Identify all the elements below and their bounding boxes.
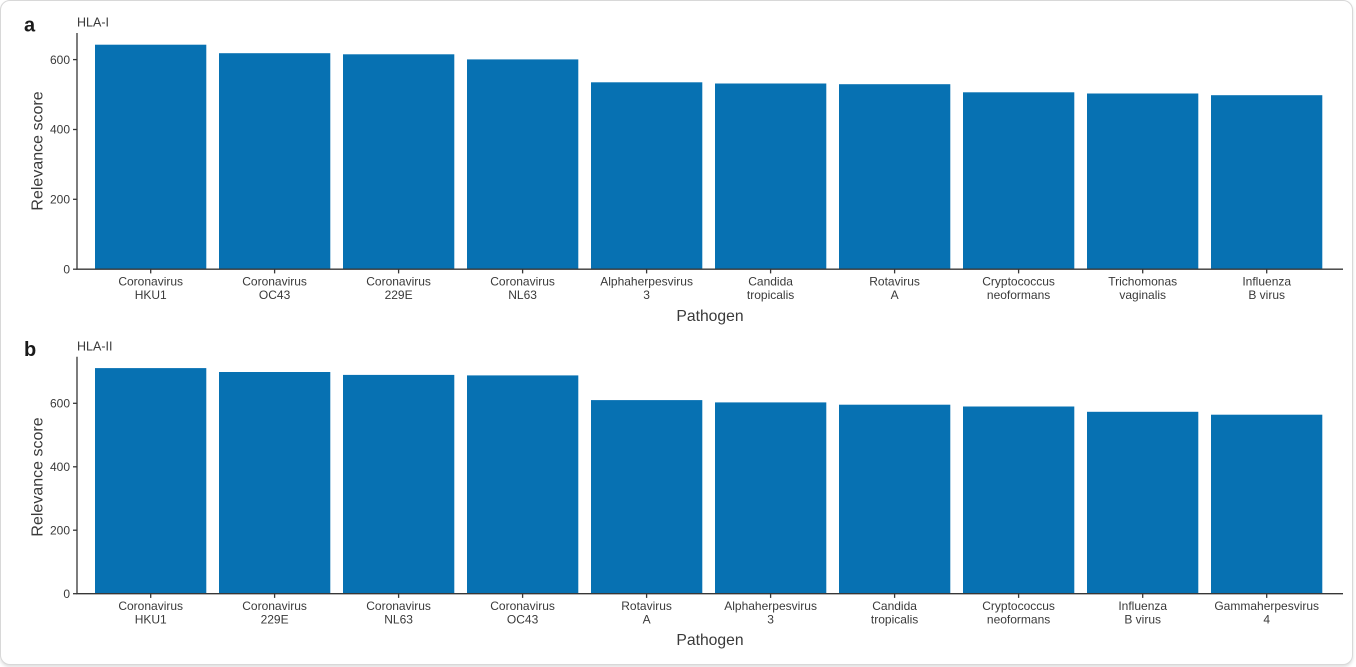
svg-text:200: 200	[50, 193, 70, 207]
svg-text:Cryptococcus: Cryptococcus	[982, 599, 1055, 613]
svg-text:Relevance score: Relevance score	[30, 417, 47, 536]
svg-text:200: 200	[50, 523, 70, 537]
svg-text:Pathogen: Pathogen	[676, 632, 743, 649]
svg-text:Coronavirus: Coronavirus	[118, 599, 183, 613]
svg-text:Candida: Candida	[748, 275, 793, 289]
svg-text:400: 400	[50, 123, 70, 137]
svg-text:HLA-II: HLA-II	[77, 339, 112, 353]
svg-text:A: A	[891, 288, 899, 302]
svg-text:Coronavirus: Coronavirus	[490, 599, 555, 613]
svg-text:OC43: OC43	[259, 288, 291, 302]
svg-text:Rotavirus: Rotavirus	[621, 599, 672, 613]
svg-text:tropicalis: tropicalis	[871, 613, 918, 627]
svg-text:B virus: B virus	[1124, 613, 1161, 627]
svg-text:Relevance score: Relevance score	[30, 91, 47, 210]
svg-text:229E: 229E	[385, 288, 413, 302]
svg-text:Coronavirus: Coronavirus	[242, 599, 307, 613]
svg-text:Trichomonas: Trichomonas	[1108, 275, 1177, 289]
svg-text:3: 3	[643, 288, 650, 302]
svg-text:OC43: OC43	[507, 613, 539, 627]
svg-text:tropicalis: tropicalis	[747, 288, 794, 302]
svg-text:Gammaherpesvirus: Gammaherpesvirus	[1214, 599, 1319, 613]
svg-text:HKU1: HKU1	[135, 288, 167, 302]
svg-text:Influenza: Influenza	[1118, 599, 1167, 613]
svg-text:neoformans: neoformans	[987, 613, 1050, 627]
svg-text:Coronavirus: Coronavirus	[366, 599, 431, 613]
svg-text:Candida: Candida	[872, 599, 917, 613]
svg-text:A: A	[643, 613, 651, 627]
svg-text:Coronavirus: Coronavirus	[490, 275, 555, 289]
svg-text:B virus: B virus	[1248, 288, 1285, 302]
svg-text:HLA-I: HLA-I	[77, 16, 109, 30]
svg-text:a: a	[24, 15, 36, 37]
svg-text:229E: 229E	[261, 613, 289, 627]
svg-text:Influenza: Influenza	[1242, 275, 1291, 289]
svg-text:0: 0	[63, 262, 70, 276]
svg-text:Alphaherpesvirus: Alphaherpesvirus	[600, 275, 693, 289]
svg-text:Cryptococcus: Cryptococcus	[982, 275, 1055, 289]
svg-text:vaginalis: vaginalis	[1119, 288, 1166, 302]
svg-text:Coronavirus: Coronavirus	[242, 275, 307, 289]
svg-text:Coronavirus: Coronavirus	[366, 275, 431, 289]
svg-text:Rotavirus: Rotavirus	[869, 275, 920, 289]
svg-text:400: 400	[50, 460, 70, 474]
svg-text:NL63: NL63	[508, 288, 537, 302]
svg-text:Alphaherpesvirus: Alphaherpesvirus	[724, 599, 817, 613]
svg-text:neoformans: neoformans	[987, 288, 1050, 302]
svg-text:HKU1: HKU1	[135, 613, 167, 627]
svg-text:b: b	[24, 339, 36, 361]
svg-text:0: 0	[63, 587, 70, 601]
svg-text:Pathogen: Pathogen	[676, 308, 743, 325]
svg-text:600: 600	[50, 397, 70, 411]
svg-text:600: 600	[50, 53, 70, 67]
svg-text:Coronavirus: Coronavirus	[118, 275, 183, 289]
svg-text:NL63: NL63	[384, 613, 413, 627]
svg-text:3: 3	[767, 613, 774, 627]
svg-text:4: 4	[1263, 613, 1270, 627]
